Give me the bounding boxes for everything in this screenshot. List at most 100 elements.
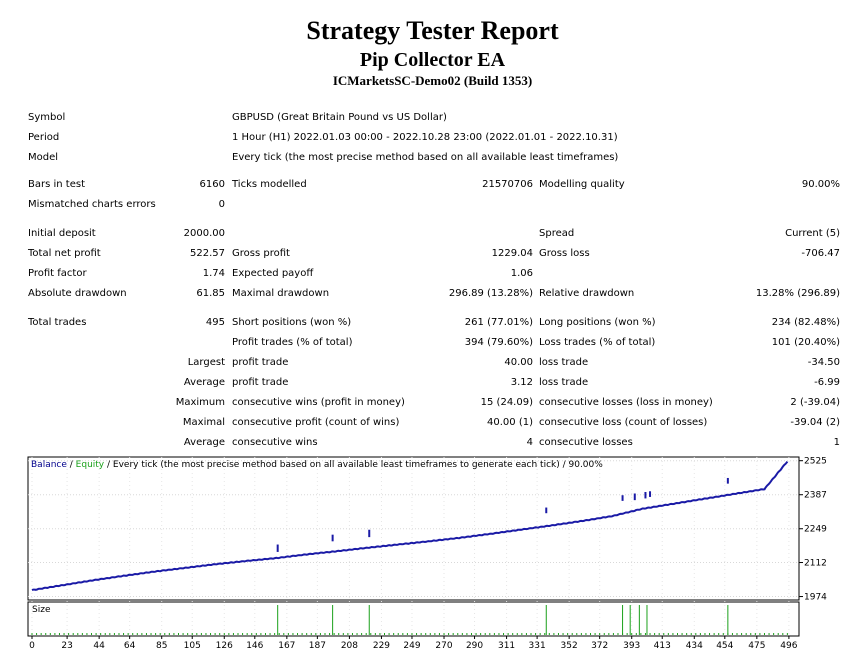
profit-trades-label: Profit trades (% of total) — [232, 337, 353, 348]
x-tick-label: 208 — [341, 641, 358, 651]
profit-trades-value: 394 (79.60%) — [464, 337, 533, 348]
rel-drawdown-value: 13.28% (296.89) — [755, 288, 840, 299]
largest-profit-value: 40.00 — [504, 357, 533, 368]
net-profit-label: Total net profit — [28, 248, 101, 259]
avg-label: Average — [183, 437, 225, 448]
x-tick-label: 454 — [716, 641, 733, 651]
average-loss-value: -6.99 — [814, 377, 840, 388]
average-profit-label: profit trade — [232, 377, 289, 388]
model-value: Every tick (the most precise method base… — [232, 152, 619, 163]
long-value: 234 (82.48%) — [771, 317, 840, 328]
maximal-cons-profit-label: consecutive profit (count of wins) — [232, 417, 400, 428]
avg-cons-losses-value: 1 — [833, 437, 840, 448]
model-label: Model — [28, 152, 59, 163]
loss-trades-label: Loss trades (% of total) — [539, 337, 656, 348]
bars-value: 6160 — [199, 179, 225, 190]
avg-cons-losses-label: consecutive losses — [539, 437, 633, 448]
period-label: Period — [28, 132, 60, 143]
average-profit-value: 3.12 — [510, 377, 533, 388]
maximal-label: Maximal — [182, 417, 225, 428]
total-trades-label: Total trades — [28, 317, 87, 328]
expected-payoff-value: 1.06 — [510, 268, 533, 279]
x-tick-label: 372 — [591, 641, 608, 651]
x-tick-label: 434 — [686, 641, 703, 651]
quality-label: Modelling quality — [539, 179, 625, 190]
largest-profit-label: profit trade — [232, 357, 289, 368]
net-profit-value: 522.57 — [190, 248, 225, 259]
ticks-value: 21570706 — [482, 179, 533, 190]
gross-profit-value: 1229.04 — [491, 248, 533, 259]
profit-factor-value: 1.74 — [202, 268, 225, 279]
max-cons-wins-label: consecutive wins (profit in money) — [232, 397, 405, 408]
ea-name: Pip Collector EA — [359, 49, 506, 71]
deposit-label: Initial deposit — [28, 228, 96, 239]
short-label: Short positions (won %) — [232, 317, 352, 328]
x-tick-label: 126 — [216, 641, 233, 651]
size-panel-label: Size — [32, 605, 51, 615]
x-tick-label: 64 — [124, 641, 136, 651]
legend-equity: Equity — [75, 460, 105, 470]
x-tick-label: 475 — [748, 641, 765, 651]
x-tick-label: 146 — [246, 641, 263, 651]
avg-cons-wins-value: 4 — [526, 437, 533, 448]
max-cons-wins-value: 15 (24.09) — [480, 397, 533, 408]
x-tick-label: 270 — [435, 641, 452, 651]
legend-balance: Balance — [31, 460, 67, 470]
x-tick-label: 393 — [623, 641, 640, 651]
ticks-label: Ticks modelled — [232, 179, 307, 190]
average-loss-label: loss trade — [539, 377, 589, 388]
server-build: ICMarketsSC-Demo02 (Build 1353) — [332, 73, 533, 88]
average-label: Average — [183, 377, 225, 388]
x-tick-label: 331 — [529, 641, 546, 651]
expected-payoff-label: Expected payoff — [232, 268, 314, 279]
mismatch-value: 0 — [218, 199, 225, 210]
x-tick-label: 23 — [61, 641, 72, 651]
x-tick-label: 352 — [561, 641, 578, 651]
maximal-cons-profit-value: 40.00 (1) — [487, 417, 533, 428]
symbol-label: Symbol — [28, 112, 66, 123]
symbol-value: GBPUSD (Great Britain Pound vs US Dollar… — [232, 112, 447, 123]
y-tick-label: 2387 — [804, 491, 827, 501]
total-trades-value: 495 — [205, 317, 225, 328]
gross-profit-label: Gross profit — [232, 248, 290, 259]
rel-drawdown-label: Relative drawdown — [539, 288, 635, 299]
x-tick-label: 290 — [466, 641, 483, 651]
maximal-cons-loss-value: -39.04 (2) — [790, 417, 840, 428]
mismatch-label: Mismatched charts errors — [28, 199, 156, 210]
max-drawdown-value: 296.89 (13.28%) — [448, 288, 533, 299]
x-tick-label: 44 — [93, 641, 105, 651]
y-tick-label: 2525 — [804, 457, 827, 467]
max-cons-losses-value: 2 (-39.04) — [790, 397, 840, 408]
x-tick-label: 85 — [156, 641, 167, 651]
avg-cons-wins-label: consecutive wins — [232, 437, 318, 448]
x-tick-label: 187 — [309, 641, 326, 651]
x-tick-label: 105 — [184, 641, 201, 651]
y-tick-label: 2249 — [804, 525, 827, 535]
period-value: 1 Hour (H1) 2022.01.03 00:00 - 2022.10.2… — [232, 132, 618, 143]
spread-value: Current (5) — [785, 228, 840, 239]
deposit-value: 2000.00 — [183, 228, 225, 239]
report-title: Strategy Tester Report — [306, 16, 559, 45]
bars-label: Bars in test — [28, 179, 85, 190]
x-tick-label: 496 — [780, 641, 797, 651]
balance-line — [31, 460, 789, 592]
chart-legend: Balance / Equity / Every tick (the most … — [31, 460, 603, 471]
short-value: 261 (77.01%) — [464, 317, 533, 328]
x-tick-label: 249 — [403, 641, 420, 651]
max-drawdown-label: Maximal drawdown — [232, 288, 330, 299]
quality-value: 90.00% — [801, 179, 840, 190]
abs-drawdown-value: 61.85 — [196, 288, 225, 299]
gross-loss-label: Gross loss — [539, 248, 590, 259]
x-tick-label: 311 — [498, 641, 515, 651]
legend-separator: / — [66, 460, 76, 470]
largest-loss-label: loss trade — [539, 357, 589, 368]
legend-note: / Every tick (the most precise method ba… — [104, 460, 603, 470]
x-tick-label: 229 — [373, 641, 390, 651]
maximum-label: Maximum — [175, 397, 225, 408]
loss-trades-value: 101 (20.40%) — [771, 337, 840, 348]
x-tick-label: 167 — [278, 641, 295, 651]
gross-loss-value: -706.47 — [801, 248, 840, 259]
y-tick-label: 1974 — [804, 593, 827, 603]
spread-label: Spread — [539, 228, 575, 239]
